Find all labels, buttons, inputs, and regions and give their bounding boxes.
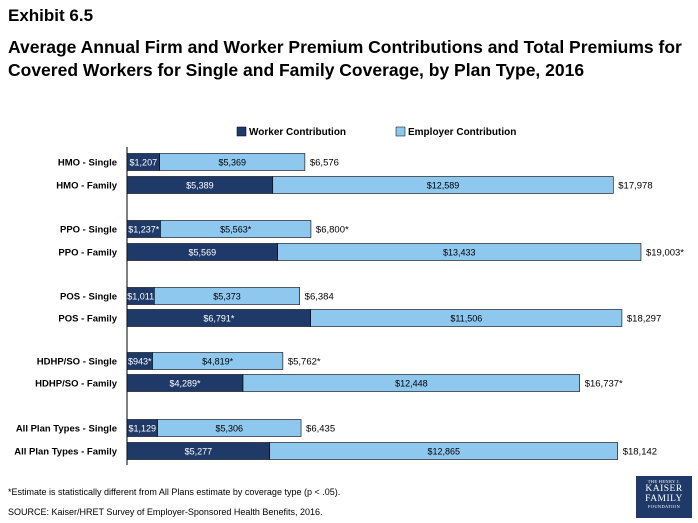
worker-value-label: $1,207 <box>130 157 158 167</box>
category-label: HDHP/SO - Family <box>35 379 118 390</box>
employer-bar <box>269 442 619 460</box>
legend-swatch-worker <box>236 126 247 137</box>
logo-line-4: FOUNDATION <box>648 504 680 509</box>
employer-bar <box>242 374 581 392</box>
category-label: PPO - Family <box>58 248 117 259</box>
employer-bar <box>154 287 300 305</box>
employer-value-label: $13,433 <box>443 247 476 257</box>
logo-line-3: FAMILY <box>645 494 683 504</box>
footnote: *Estimate is statistically different fro… <box>8 487 341 497</box>
total-premium-label: $6,576 <box>310 158 339 169</box>
worker-value-label: $1,129 <box>129 423 157 433</box>
logo-line-1: THE HENRY J. <box>647 479 681 484</box>
legend-swatch-employer <box>395 126 406 137</box>
category-label: All Plan Types - Single <box>16 424 117 435</box>
employer-bar <box>152 352 284 370</box>
kaiser-family-foundation-logo: THE HENRY J. KAISER FAMILY FOUNDATION <box>636 476 692 518</box>
employer-bar <box>157 419 302 437</box>
total-premium-label: $6,800* <box>316 225 349 236</box>
employer-value-label: $12,865 <box>427 446 460 456</box>
employer-bar <box>159 153 306 171</box>
exhibit-label: Exhibit 6.5 <box>8 6 94 25</box>
employer-value-label: $12,448 <box>395 378 428 388</box>
total-premium-label: $18,142 <box>623 447 657 458</box>
employer-value-label: $12,589 <box>427 180 460 190</box>
employer-bar <box>277 243 642 261</box>
total-premium-label: $17,978 <box>618 181 652 192</box>
employer-value-label: $11,506 <box>450 313 482 323</box>
employer-bar <box>160 220 312 238</box>
total-premium-label: $19,003* <box>646 248 684 259</box>
legend-label-worker: Worker Contribution <box>249 127 346 138</box>
category-label: HMO - Family <box>56 181 117 192</box>
worker-value-label: $1,011 <box>127 291 154 301</box>
employer-bar <box>310 309 623 327</box>
employer-value-label: $5,563* <box>220 224 252 234</box>
category-label: HDHP/SO - Single <box>37 357 117 368</box>
employer-value-label: $5,306 <box>216 423 244 433</box>
worker-value-label: $943* <box>128 356 152 366</box>
employer-bar <box>272 176 614 194</box>
source-note: SOURCE: Kaiser/HRET Survey of Employer-S… <box>8 507 323 517</box>
worker-value-label: $1,237* <box>128 224 160 234</box>
category-label: POS - Single <box>60 292 117 303</box>
employer-value-label: $4,819* <box>202 356 234 366</box>
total-premium-label: $5,762* <box>288 357 321 368</box>
worker-value-label: $4,289* <box>169 378 201 388</box>
worker-value-label: $5,277 <box>185 446 213 456</box>
worker-value-label: $6,791* <box>203 313 235 323</box>
category-label: HMO - Single <box>58 158 117 169</box>
category-label: All Plan Types - Family <box>14 447 117 458</box>
legend-label-employer: Employer Contribution <box>408 127 516 138</box>
total-premium-label: $6,435 <box>306 424 335 435</box>
stacked-bar-chart: Worker Contribution Employer Contributio… <box>14 126 684 465</box>
bars-group: HMO - Single $1,207 $5,369 $6,576 HMO - Fami… <box>14 153 684 460</box>
total-premium-label: $18,297 <box>627 314 661 325</box>
employer-value-label: $5,369 <box>218 157 246 167</box>
total-premium-label: $16,737* <box>585 379 623 390</box>
employer-value-label: $5,373 <box>213 291 241 301</box>
worker-value-label: $5,569 <box>189 247 217 257</box>
chart-title: Average Annual Firm and Worker Premium C… <box>8 37 682 80</box>
total-premium-label: $6,384 <box>305 292 334 303</box>
logo-line-2: KAISER <box>645 484 683 494</box>
category-label: POS - Family <box>58 314 117 325</box>
category-label: PPO - Single <box>60 225 117 236</box>
legend: Worker Contribution Employer Contributio… <box>236 126 516 138</box>
worker-value-label: $5,389 <box>186 180 214 190</box>
